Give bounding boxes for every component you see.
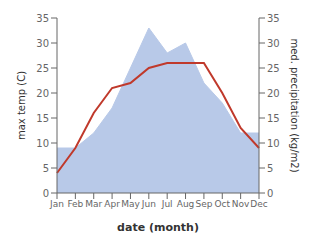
svg-text:Sep: Sep — [195, 199, 212, 209]
svg-text:25: 25 — [36, 63, 49, 74]
svg-text:10: 10 — [36, 138, 49, 149]
svg-text:0: 0 — [267, 188, 273, 199]
svg-text:Mar: Mar — [85, 199, 102, 209]
svg-text:Oct: Oct — [214, 199, 230, 209]
svg-text:May: May — [121, 199, 140, 209]
svg-text:Feb: Feb — [67, 199, 83, 209]
svg-text:20: 20 — [36, 88, 49, 99]
svg-text:15: 15 — [267, 113, 280, 124]
svg-text:Aug: Aug — [177, 199, 195, 209]
svg-text:35: 35 — [36, 13, 49, 24]
svg-text:Nov: Nov — [232, 199, 250, 209]
svg-text:Jul: Jul — [161, 199, 173, 209]
svg-text:date (month): date (month) — [117, 221, 199, 234]
svg-text:med. precipitation (kg/m2): med. precipitation (kg/m2) — [289, 38, 300, 172]
svg-text:5: 5 — [43, 163, 49, 174]
svg-text:15: 15 — [36, 113, 49, 124]
svg-text:max temp (C): max temp (C) — [16, 71, 27, 140]
svg-text:Jan: Jan — [49, 199, 64, 209]
svg-text:Apr: Apr — [104, 199, 120, 209]
svg-text:25: 25 — [267, 63, 280, 74]
svg-text:35: 35 — [267, 13, 280, 24]
svg-text:30: 30 — [36, 38, 49, 49]
svg-text:Dec: Dec — [250, 199, 267, 209]
svg-text:Jun: Jun — [141, 199, 156, 209]
svg-text:5: 5 — [267, 163, 273, 174]
svg-text:0: 0 — [43, 188, 49, 199]
svg-text:10: 10 — [267, 138, 280, 149]
svg-text:20: 20 — [267, 88, 280, 99]
svg-text:30: 30 — [267, 38, 280, 49]
